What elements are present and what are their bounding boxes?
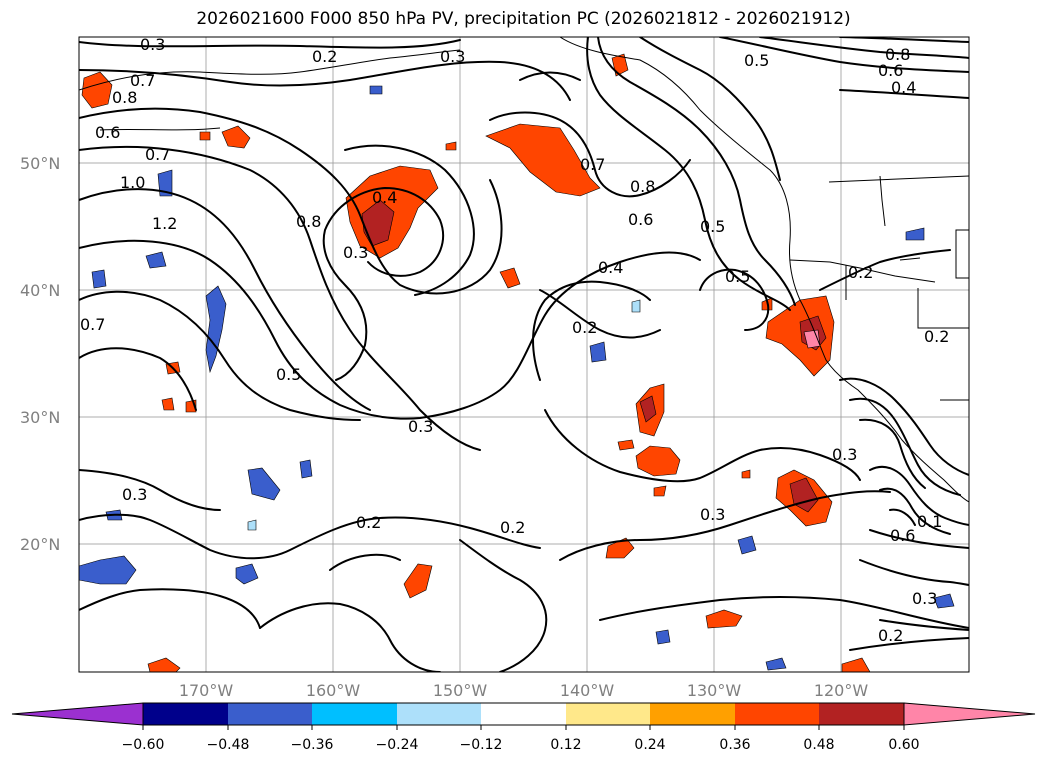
contour-label: 0.5 xyxy=(700,217,725,236)
contour-label: 0.3 xyxy=(832,445,857,464)
contour-label: 1.0 xyxy=(120,173,145,192)
contour-label: 0.5 xyxy=(725,267,750,286)
contour-label: 0.8 xyxy=(885,45,910,64)
contour-label: 0.7 xyxy=(80,315,105,334)
lat-label: 50°N xyxy=(20,154,60,173)
colorbar-segment xyxy=(566,703,650,725)
lat-label: 40°N xyxy=(20,281,60,300)
colorbar-tick-label: −0.60 xyxy=(122,737,165,753)
latitude-labels: 50°N 40°N 30°N 20°N xyxy=(20,154,60,554)
lon-label: 130°W xyxy=(687,681,742,700)
contour-label: 0.6 xyxy=(628,210,653,229)
contour-label: 1.2 xyxy=(152,214,177,233)
colorbar-tick-label: 0.48 xyxy=(803,737,834,753)
contour-label: 0.3 xyxy=(140,35,165,54)
contour-label: 0.5 xyxy=(744,51,769,70)
lat-label: 20°N xyxy=(20,535,60,554)
colorbar-tick-label: 0.12 xyxy=(550,737,581,753)
contour-label: 0.3 xyxy=(912,589,937,608)
contour-label: 0.7 xyxy=(130,71,155,90)
contour-label: 0.4 xyxy=(372,188,397,207)
colorbar-segment xyxy=(819,703,904,725)
contour-label: 0.6 xyxy=(878,61,903,80)
lon-label: 150°W xyxy=(433,681,488,700)
contour-label: 0.2 xyxy=(356,513,381,532)
contour-label: 0.2 xyxy=(572,318,597,337)
colorbar-segment xyxy=(312,703,397,725)
contour-label: 0.1 xyxy=(917,512,942,531)
precipitation-shading xyxy=(79,53,955,672)
colorbar-tick-label: 0.60 xyxy=(888,737,919,753)
contour-label: 0.4 xyxy=(891,78,916,97)
coastlines xyxy=(79,37,969,503)
colorbar-left-extension xyxy=(11,702,144,726)
contour-label: 0.6 xyxy=(890,526,915,545)
contour-label: 0.3 xyxy=(440,47,465,66)
contour-label: 0.2 xyxy=(924,327,949,346)
map-frame xyxy=(78,36,970,673)
colorbar-segment xyxy=(143,703,228,725)
contour-label: 0.8 xyxy=(296,212,321,231)
colorbar-ticks xyxy=(142,725,905,730)
contour-label: 0.3 xyxy=(122,485,147,504)
colorbar-segment xyxy=(228,703,312,725)
colorbar-tick-label: −0.24 xyxy=(376,737,419,753)
lon-label: 170°W xyxy=(179,681,234,700)
colorbar-segment xyxy=(397,703,481,725)
colorbar-tick-label: −0.12 xyxy=(460,737,503,753)
colorbar-right-extension xyxy=(903,702,1036,726)
longitude-labels: 170°W 160°W 150°W 140°W 130°W 120°W xyxy=(179,681,869,700)
contour-label: 0.7 xyxy=(145,145,170,164)
contour-label: 0.3 xyxy=(408,417,433,436)
contour-label: 0.2 xyxy=(848,263,873,282)
colorbar-tick-label: 0.36 xyxy=(719,737,750,753)
colorbar-tick-label: −0.36 xyxy=(291,737,334,753)
contour-label: 0.6 xyxy=(95,123,120,142)
contour-label: 0.8 xyxy=(112,88,137,107)
colorbar: −0.60 −0.48 −0.36 −0.24 −0.12 0.12 0.24 … xyxy=(11,702,1036,753)
contour-label: 0.2 xyxy=(312,47,337,66)
contour-label: 0.4 xyxy=(598,258,623,277)
colorbar-segment xyxy=(650,703,735,725)
contour-label: 0.3 xyxy=(343,243,368,262)
lat-label: 30°N xyxy=(20,408,60,427)
contour-label: 0.3 xyxy=(700,505,725,524)
lon-label: 160°W xyxy=(306,681,361,700)
contour-label: 0.8 xyxy=(630,177,655,196)
chart-title: 2026021600 F000 850 hPa PV, precipitatio… xyxy=(196,9,851,29)
lon-label: 120°W xyxy=(814,681,869,700)
colorbar-segment xyxy=(735,703,819,725)
colorbar-tick-label: −0.48 xyxy=(207,737,250,753)
contour-label: 0.2 xyxy=(878,626,903,645)
colorbar-segment xyxy=(481,703,566,725)
map-area: 0.3 0.2 0.3 0.8 0.5 0.6 0.4 0.7 0.8 0.6 … xyxy=(79,35,969,672)
lon-label: 140°W xyxy=(560,681,615,700)
contour-label: 0.5 xyxy=(276,365,301,384)
pv-contours xyxy=(79,37,969,672)
colorbar-tick-label: 0.24 xyxy=(634,737,665,753)
contour-label: 0.7 xyxy=(580,155,605,174)
contour-label: 0.2 xyxy=(500,518,525,537)
contour-labels: 0.3 0.2 0.3 0.8 0.5 0.6 0.4 0.7 0.8 0.6 … xyxy=(80,35,949,645)
